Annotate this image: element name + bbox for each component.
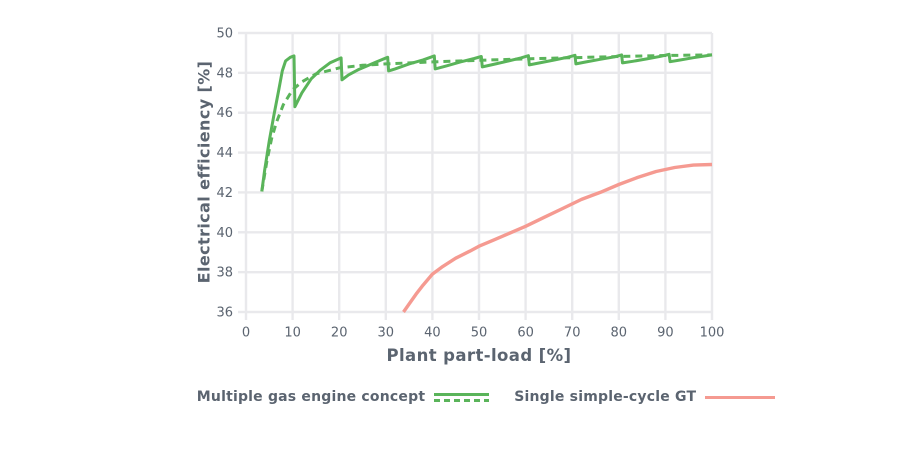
y-tick-label-38: 38: [216, 266, 233, 281]
legend-swatch-pink-line: [705, 395, 776, 399]
legend-label-multiple-gas-engine: Multiple gas engine concept: [196, 389, 426, 405]
legend: Multiple gas engine concept Single simpl…: [28, 389, 916, 405]
series-line-multiple-gas-engine-concept-dashed: [260, 53, 713, 192]
y-tick-label-40: 40: [216, 226, 233, 241]
x-tick-label-50: 50: [471, 326, 488, 341]
y-tick-label-50: 50: [216, 27, 233, 42]
x-tick-label-0: 0: [242, 326, 250, 341]
x-tick-label-10: 10: [284, 326, 301, 341]
legend-item-multiple-gas-engine: Multiple gas engine concept: [196, 389, 490, 405]
y-tick-label-46: 46: [216, 106, 233, 121]
x-tick-label-40: 40: [424, 326, 441, 341]
y-axis-title: Electrical efficiency [%]: [194, 60, 214, 284]
series-line-multiple-gas-engine-concept-solid: [260, 52, 713, 192]
legend-swatch-green-lines: [434, 392, 490, 402]
y-tick-label-48: 48: [216, 66, 233, 81]
x-tick-label-100: 100: [700, 326, 725, 341]
green-solid-line-sample: [434, 392, 490, 396]
x-tick-label-90: 90: [657, 326, 674, 341]
y-tick-label-44: 44: [216, 146, 233, 161]
x-tick-label-60: 60: [517, 326, 534, 341]
legend-label-single-gt: Single simple-cycle GT: [514, 389, 697, 405]
x-tick-label-30: 30: [378, 326, 395, 341]
y-tick-label-36: 36: [216, 306, 233, 321]
y-tick-label-42: 42: [216, 186, 233, 201]
x-tick-label-80: 80: [611, 326, 628, 341]
x-tick-label-70: 70: [564, 326, 581, 341]
series-line-single-simple-cycle-gt-solid: [402, 162, 713, 313]
x-axis-title: Plant part-load [%]: [386, 346, 572, 365]
x-tick-label-20: 20: [331, 326, 348, 341]
legend-item-single-gt: Single simple-cycle GT: [514, 389, 776, 405]
green-dashed-line-sample: [434, 398, 490, 402]
